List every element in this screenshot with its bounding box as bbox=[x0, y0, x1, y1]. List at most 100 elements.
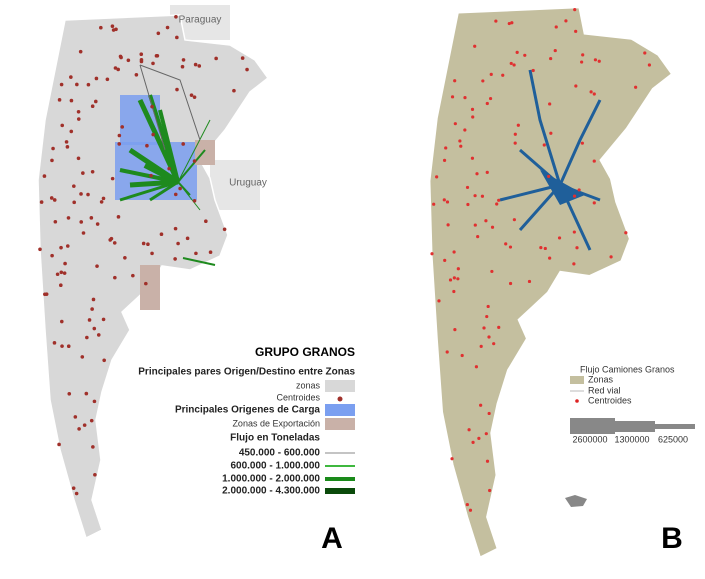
centroid bbox=[513, 132, 517, 136]
centroid bbox=[488, 488, 492, 493]
centroid bbox=[589, 90, 593, 94]
centroid bbox=[59, 82, 64, 87]
centroid bbox=[189, 93, 194, 97]
centroid bbox=[156, 31, 161, 36]
centroid bbox=[139, 58, 144, 62]
centroid bbox=[113, 66, 118, 70]
centroid bbox=[597, 59, 601, 63]
centroid bbox=[468, 508, 473, 512]
centroid bbox=[473, 194, 477, 198]
centroid bbox=[222, 227, 227, 232]
centroid bbox=[69, 75, 73, 79]
centroid bbox=[634, 85, 638, 89]
centroid bbox=[50, 253, 54, 258]
centroid bbox=[94, 76, 99, 81]
centroid bbox=[549, 131, 553, 135]
centroid bbox=[119, 55, 123, 60]
centroid bbox=[99, 200, 104, 204]
centroid bbox=[110, 176, 115, 181]
centroid bbox=[73, 415, 78, 419]
centroid bbox=[151, 132, 155, 137]
legend-item: Principales Origenes de Carga bbox=[175, 405, 320, 416]
centroid bbox=[485, 170, 489, 174]
legend-item: 600.000 - 1.000.000 bbox=[230, 461, 320, 472]
centroid bbox=[167, 166, 171, 171]
centroid bbox=[39, 200, 44, 204]
centroid bbox=[456, 267, 460, 271]
centroid bbox=[515, 50, 519, 54]
centroid bbox=[430, 252, 434, 256]
centroid bbox=[497, 198, 501, 202]
centroid bbox=[527, 279, 532, 284]
centroid bbox=[80, 355, 85, 359]
centroid bbox=[101, 196, 106, 201]
centroid bbox=[85, 335, 89, 340]
centroid bbox=[501, 73, 505, 77]
centroid bbox=[59, 319, 64, 324]
centroid bbox=[453, 79, 457, 83]
centroid bbox=[479, 403, 483, 407]
centroid bbox=[150, 251, 154, 256]
centroid bbox=[484, 219, 488, 223]
centroid bbox=[245, 67, 249, 72]
legend-item: Centroides bbox=[276, 392, 320, 402]
centroid bbox=[214, 56, 218, 61]
centroid bbox=[176, 241, 180, 246]
centroid bbox=[592, 159, 596, 163]
centroid bbox=[463, 128, 467, 132]
centroid bbox=[192, 199, 197, 203]
scale-label: 1300000 bbox=[614, 434, 649, 444]
centroid bbox=[488, 96, 493, 101]
centroid bbox=[484, 432, 488, 436]
centroid bbox=[208, 250, 213, 255]
centroid bbox=[90, 169, 95, 174]
centroid bbox=[456, 277, 460, 281]
centroid bbox=[240, 56, 245, 60]
centroid bbox=[69, 98, 74, 103]
centroid bbox=[134, 72, 139, 77]
centroid bbox=[72, 200, 77, 205]
centroid bbox=[149, 173, 153, 178]
centroid bbox=[482, 326, 486, 330]
legend-item: zonas bbox=[296, 380, 321, 390]
centroid bbox=[150, 104, 154, 109]
centroid bbox=[102, 358, 106, 363]
centroid bbox=[442, 198, 446, 202]
centroid bbox=[463, 96, 467, 100]
centroid bbox=[112, 241, 117, 245]
centroid bbox=[84, 391, 89, 396]
centroid bbox=[548, 256, 552, 260]
map-a: Paraguay Uruguay bbox=[37, 5, 269, 539]
centroid bbox=[74, 491, 79, 496]
centroid bbox=[593, 58, 598, 62]
centroid bbox=[52, 341, 57, 345]
centroid bbox=[181, 58, 186, 62]
centroid bbox=[92, 399, 97, 404]
centroid bbox=[44, 292, 49, 296]
centroid bbox=[49, 196, 54, 200]
centroid bbox=[96, 333, 101, 337]
centroid bbox=[485, 101, 489, 106]
centroid bbox=[452, 289, 456, 294]
centroid bbox=[508, 281, 513, 286]
legend-item: 450.000 - 600.000 bbox=[239, 448, 321, 459]
centroid bbox=[475, 172, 479, 176]
centroid bbox=[145, 143, 149, 148]
centroid bbox=[62, 271, 67, 275]
centroid bbox=[66, 344, 71, 349]
centroid bbox=[580, 141, 584, 145]
centroid bbox=[581, 53, 585, 57]
centroid bbox=[467, 428, 471, 432]
centroid bbox=[487, 411, 491, 416]
panel-label: A bbox=[321, 522, 343, 555]
centroid bbox=[51, 146, 55, 151]
centroid bbox=[81, 231, 86, 235]
centroid bbox=[141, 241, 146, 246]
centroid bbox=[180, 64, 185, 69]
legend-subtitle: Principales pares Origen/Destino entre Z… bbox=[138, 367, 355, 378]
centroid bbox=[466, 202, 470, 207]
centroid bbox=[59, 283, 63, 288]
centroid bbox=[445, 350, 449, 354]
centroid bbox=[60, 344, 64, 348]
centroid bbox=[432, 202, 436, 206]
